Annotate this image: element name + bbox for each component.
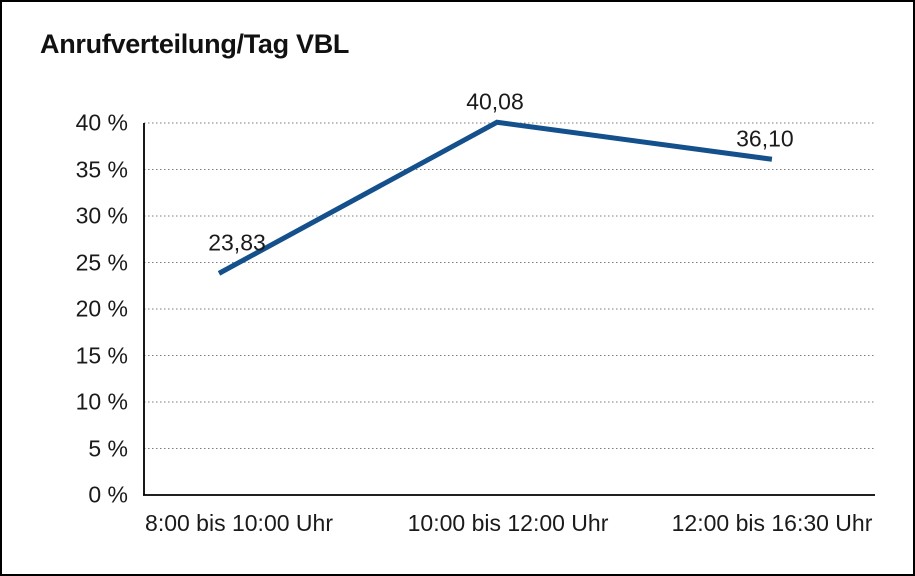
x-category-label: 8:00 bis 10:00 Uhr: [145, 510, 333, 536]
y-axis-tick-label: 5 %: [88, 435, 128, 461]
y-axis-tick-label: 20 %: [75, 295, 128, 322]
y-axis-tick-label: 35 %: [75, 156, 128, 182]
data-label: 36,10: [736, 125, 794, 152]
y-axis-tick-label: 10 %: [75, 388, 128, 415]
x-category-label: 10:00 bis 12:00 Uhr: [407, 510, 609, 536]
chart-title: Anrufverteilung/Tag VBL: [40, 29, 350, 59]
y-axis-tick-label: 15 %: [75, 342, 128, 368]
y-axis-tick-label: 30 %: [75, 202, 128, 229]
data-line: [217, 119, 773, 276]
y-axis-tick-label: 0 %: [88, 481, 128, 508]
data-label: 40,08: [466, 88, 524, 115]
y-axis-tick-label: 40 %: [75, 109, 128, 136]
data-label: 23,83: [208, 229, 266, 256]
x-category-label: 12:00 bis 16:30 Uhr: [671, 510, 873, 536]
y-axis-tick-label: 25 %: [75, 249, 128, 275]
